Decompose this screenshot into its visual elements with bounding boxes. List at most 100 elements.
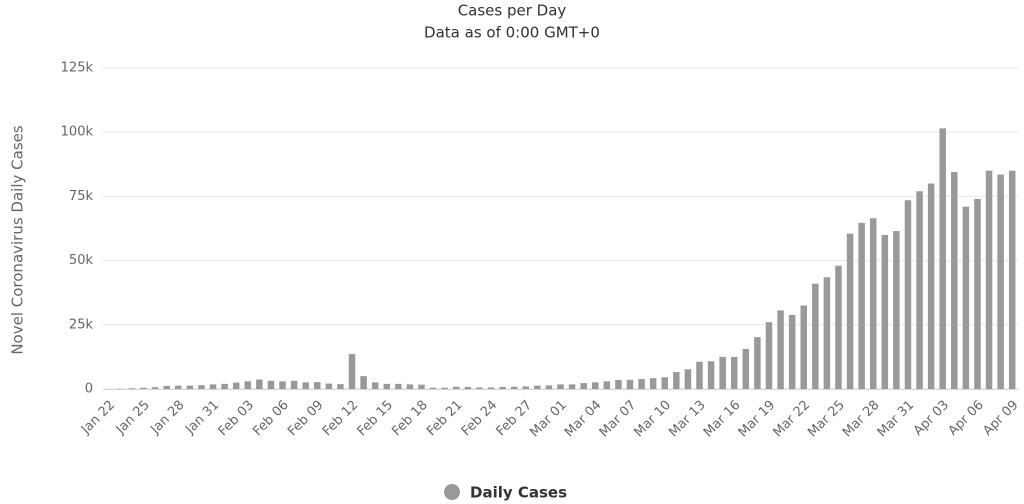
legend-marker (444, 484, 460, 500)
bar (128, 388, 136, 389)
bar (951, 172, 958, 389)
x-tick-label: Feb 03 (216, 398, 258, 440)
y-tick-label: 0 (85, 382, 93, 397)
bar (673, 372, 680, 389)
x-tick-label: Mar 16 (701, 398, 744, 441)
x-tick-label: Feb 09 (285, 398, 327, 440)
bar (406, 384, 414, 389)
bar (441, 387, 448, 389)
bar (232, 382, 240, 389)
bar (927, 183, 935, 389)
bar (337, 384, 344, 389)
bar (707, 361, 715, 389)
bar (395, 383, 402, 389)
bar (661, 377, 668, 389)
bar (348, 354, 356, 389)
x-tick-label: Apr 09 (980, 398, 1021, 439)
bar (904, 200, 912, 389)
bar (893, 231, 900, 389)
bar (371, 382, 379, 389)
bar (360, 376, 367, 389)
x-tick-label: Mar 22 (770, 398, 813, 441)
bar (140, 387, 147, 389)
bar (198, 385, 205, 389)
bar (476, 387, 483, 389)
y-tick-label: 50k (69, 253, 94, 268)
bar (684, 369, 692, 389)
bar (823, 277, 831, 389)
bar (314, 382, 321, 389)
chart-title: Cases per Day (458, 2, 567, 20)
bar (487, 387, 495, 389)
bar (765, 322, 773, 389)
bar (603, 381, 611, 389)
bar (151, 387, 159, 389)
bar (418, 384, 425, 389)
x-tick-label: Jan 28 (147, 398, 187, 438)
bar (302, 382, 309, 389)
y-tick-label: 75k (69, 189, 94, 204)
bar (256, 379, 263, 389)
bar (499, 386, 506, 389)
bar (615, 380, 622, 389)
bar (985, 170, 993, 389)
bar (858, 222, 865, 389)
bar (649, 378, 657, 389)
bar (325, 383, 333, 389)
x-tick-label: Jan 22 (78, 398, 118, 438)
bar (626, 379, 634, 389)
bar (221, 383, 228, 389)
bar (719, 356, 726, 389)
bar (186, 385, 194, 389)
x-tick-label: Mar 31 (875, 398, 918, 441)
bar (464, 386, 472, 389)
x-tick-label: Jan 25 (113, 398, 153, 438)
x-tick-label: Mar 13 (666, 398, 709, 441)
bar (510, 386, 518, 389)
x-tick-label: Feb 12 (320, 398, 362, 440)
x-tick-label: Jan 31 (182, 398, 222, 438)
bar (812, 283, 819, 389)
x-tick-label: Apr 06 (946, 398, 987, 439)
bar (730, 356, 738, 389)
bar (974, 198, 981, 389)
bar (267, 380, 275, 389)
bar (881, 234, 889, 389)
bar (279, 381, 286, 389)
bar (244, 381, 252, 389)
bar (592, 382, 599, 389)
y-tick-label: 25k (69, 317, 94, 332)
x-tick-label: Apr 03 (911, 398, 952, 439)
x-tick-label: Feb 21 (424, 398, 466, 440)
bar (290, 380, 298, 389)
x-tick-label: Feb 15 (355, 398, 397, 440)
x-tick-label: Feb 24 (459, 398, 501, 440)
x-tick-label: Mar 04 (562, 398, 605, 441)
bar (163, 385, 170, 389)
bar (383, 383, 391, 389)
x-tick-label: Feb 18 (389, 398, 431, 440)
bar (997, 174, 1004, 389)
bar (534, 385, 541, 389)
bar (175, 385, 182, 389)
bar (916, 191, 923, 389)
bar (696, 361, 703, 389)
bar (545, 385, 553, 389)
bar (742, 348, 750, 389)
bar (209, 384, 217, 389)
bar (777, 310, 784, 389)
y-axis-title: Novel Coronavirus Daily Cases (9, 125, 27, 355)
x-tick-label: Mar 10 (631, 398, 674, 441)
legend-label: Daily Cases (470, 484, 567, 502)
x-tick-label: Mar 07 (597, 398, 640, 441)
bar (1008, 170, 1016, 389)
bar (580, 383, 587, 389)
x-tick-label: Mar 25 (805, 398, 848, 441)
bar (962, 206, 970, 389)
bar (835, 265, 842, 389)
y-tick-label: 100k (61, 125, 94, 140)
bar (788, 315, 796, 389)
x-tick-label: Feb 27 (494, 398, 536, 440)
bar (522, 386, 529, 389)
bar (754, 337, 761, 389)
